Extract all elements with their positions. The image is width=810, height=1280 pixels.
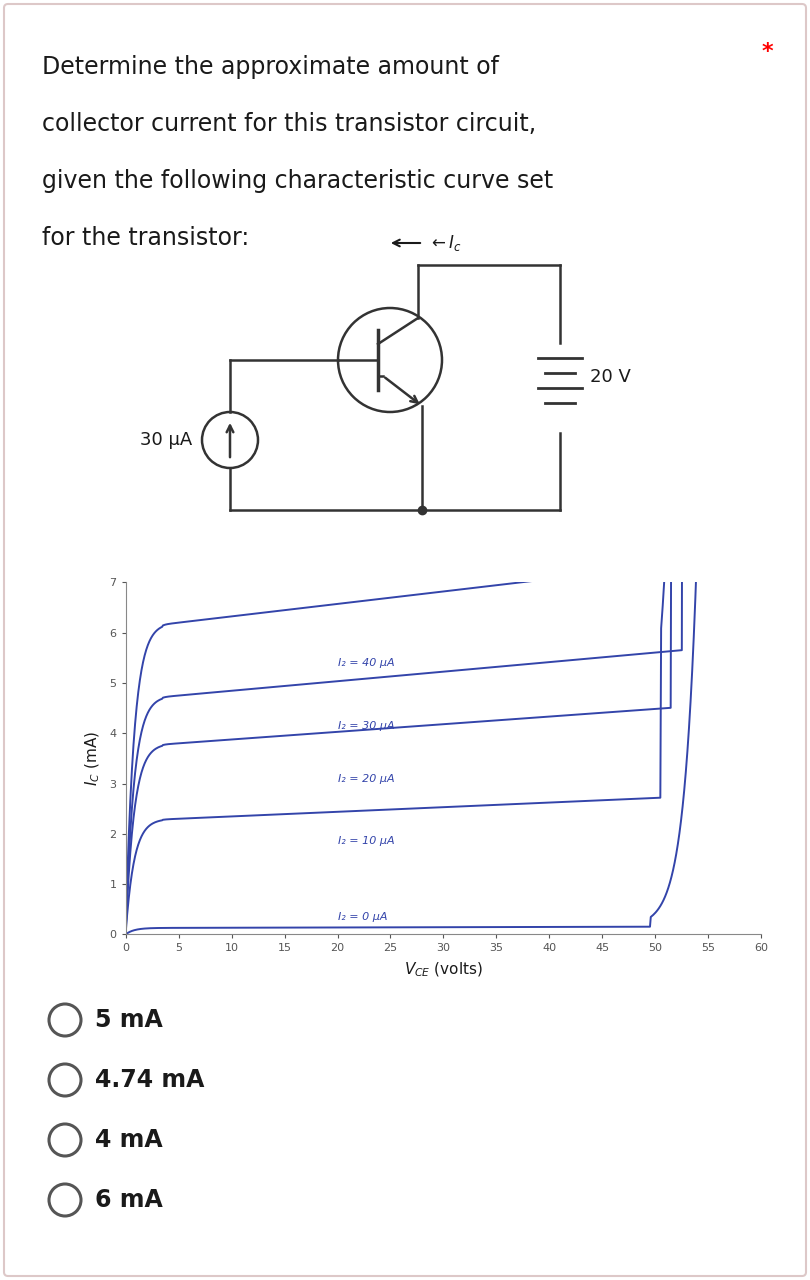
Text: given the following characteristic curve set: given the following characteristic curve… <box>42 169 553 193</box>
Text: 6 mA: 6 mA <box>95 1188 163 1212</box>
Text: I₂ = 0 μA: I₂ = 0 μA <box>338 911 387 922</box>
Text: I₂ = 30 μA: I₂ = 30 μA <box>338 721 394 731</box>
Text: 20 V: 20 V <box>590 369 631 387</box>
Text: *: * <box>762 42 774 61</box>
Text: collector current for this transistor circuit,: collector current for this transistor ci… <box>42 111 536 136</box>
Text: 4 mA: 4 mA <box>95 1128 163 1152</box>
Text: I₂ = 20 μA: I₂ = 20 μA <box>338 773 394 783</box>
Text: I₂ = 40 μA: I₂ = 40 μA <box>338 658 394 668</box>
Text: Determine the approximate amount of: Determine the approximate amount of <box>42 55 499 79</box>
FancyBboxPatch shape <box>4 4 806 1276</box>
X-axis label: $V_{CE}$ (volts): $V_{CE}$ (volts) <box>404 960 483 979</box>
Text: 30 μA: 30 μA <box>140 431 192 449</box>
Text: $\leftarrow I_c$: $\leftarrow I_c$ <box>428 233 462 253</box>
Text: 5 mA: 5 mA <box>95 1009 163 1032</box>
Y-axis label: $I_C$ (mA): $I_C$ (mA) <box>84 731 102 786</box>
Text: for the transistor:: for the transistor: <box>42 227 249 250</box>
Text: 4.74 mA: 4.74 mA <box>95 1068 204 1092</box>
Text: I₂ = 10 μA: I₂ = 10 μA <box>338 836 394 846</box>
